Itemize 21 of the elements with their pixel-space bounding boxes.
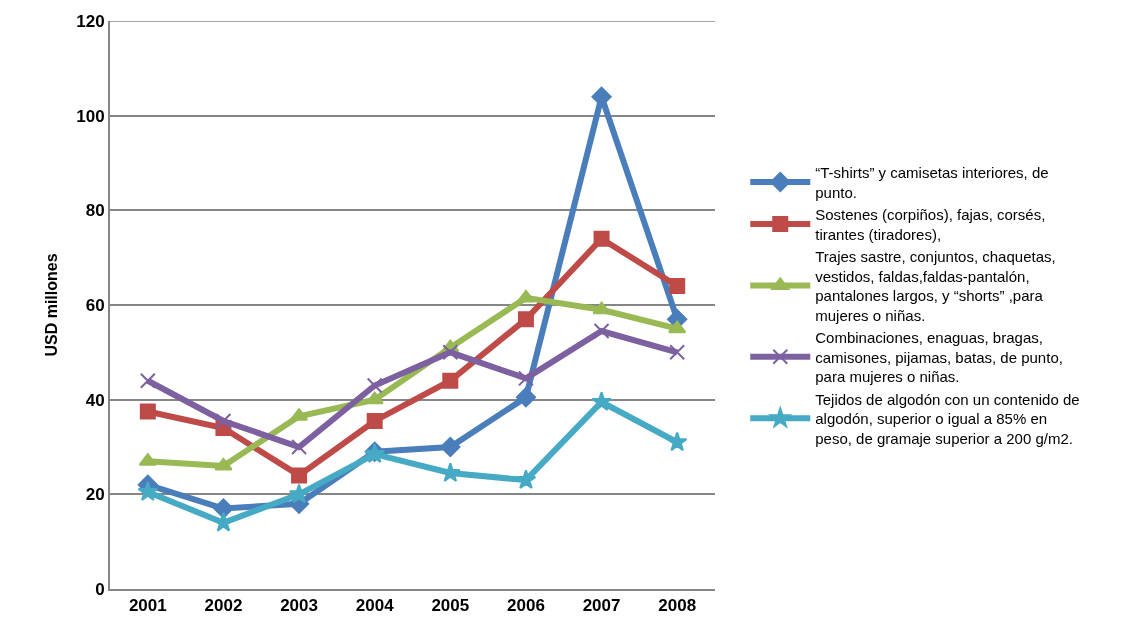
legend-label: Combinaciones, enaguas, bragas, camisones, pijamas, batas, de punto, para mujeres o niñas. <box>815 329 1063 386</box>
legend-label: Tejidos de algodón con un contenido de algodón, superior o igual a 85% en peso, de gramaje superior a 200 g/m2. <box>815 390 1080 447</box>
legend-label: Trajes sastre, conjuntos, chaquetas, vestidos, faldas,faldas-pantalón, pantalones largos, y “shorts” ,para mujeres o niñas. <box>815 248 1056 324</box>
y-tick-label: 40 <box>85 390 105 410</box>
y-tick-label: 60 <box>85 295 105 315</box>
legend-label: Sostenes (corpiños), fajas, corsés, tirantes (tiradores), <box>815 206 1046 243</box>
x-tick-label: 2005 <box>431 596 470 616</box>
x-tick-label: 2003 <box>280 596 318 616</box>
x-tick-label: 2008 <box>658 596 697 616</box>
y-tick-label: 20 <box>85 485 105 505</box>
y-axis-title: USD millones <box>42 253 60 357</box>
y-tick-label: 0 <box>95 579 105 599</box>
y-tick-label: 80 <box>85 201 105 221</box>
x-tick-label: 2002 <box>204 596 243 616</box>
legend-label: “T-shirts” y camisetas interiores, de punto. <box>815 164 1049 201</box>
x-tick-label: 2007 <box>582 596 621 616</box>
y-tick-label: 100 <box>76 106 105 126</box>
x-tick-label: 2001 <box>128 596 167 616</box>
x-tick-label: 2004 <box>355 596 395 616</box>
x-tick-label: 2006 <box>507 596 545 616</box>
y-tick-label: 120 <box>76 11 105 31</box>
